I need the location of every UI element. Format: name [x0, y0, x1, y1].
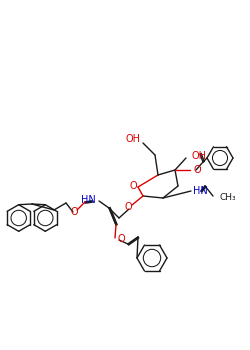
Text: O: O [129, 181, 137, 191]
Text: O: O [193, 165, 200, 175]
Text: HN: HN [81, 195, 96, 205]
Text: OH: OH [191, 151, 206, 161]
Text: CH₃: CH₃ [220, 194, 236, 203]
Text: O: O [124, 202, 132, 212]
Text: O: O [118, 234, 126, 244]
Text: O: O [70, 207, 78, 217]
Text: HN: HN [193, 186, 208, 196]
Text: OH: OH [125, 134, 140, 144]
